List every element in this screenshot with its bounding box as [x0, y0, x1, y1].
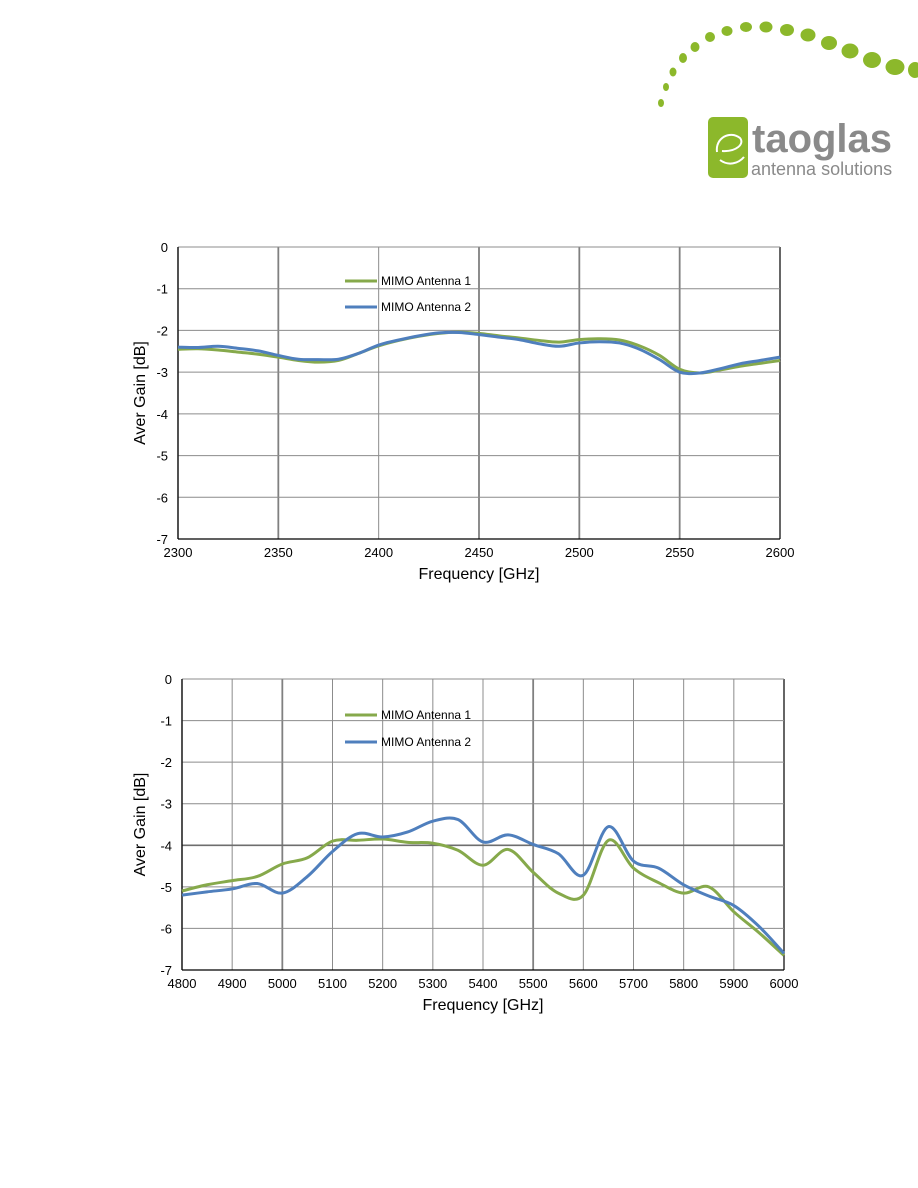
brand-e-icon — [708, 117, 748, 178]
y-tick-label: 0 — [161, 240, 168, 255]
y-tick-label: -3 — [156, 365, 168, 380]
x-tick-label: 4900 — [218, 976, 247, 991]
y-tick-label: -4 — [156, 407, 168, 422]
x-axis-title: Frequency [GHz] — [419, 566, 540, 583]
x-tick-label: 2300 — [164, 545, 193, 560]
x-tick-label: 2350 — [264, 545, 293, 560]
legend-label-antenna-2: MIMO Antenna 2 — [381, 735, 471, 749]
x-tick-label: 5200 — [368, 976, 397, 991]
taoglas-logo: taoglas antenna solutions — [658, 21, 918, 179]
series-line-antenna-2 — [177, 330, 781, 376]
x-tick-label: 5700 — [619, 976, 648, 991]
y-tick-label: -6 — [156, 490, 168, 505]
x-tick-label: 5000 — [268, 976, 297, 991]
y-axis-title: Aver Gain [dB] — [132, 341, 149, 445]
tick-labels: 4800 4900 5000 5100 5200 5300 5400 5500 5600 5700… — [160, 672, 798, 991]
x-tick-label: 2400 — [364, 545, 393, 560]
legend-label-antenna-1: MIMO Antenna 1 — [381, 708, 471, 722]
data-series — [177, 330, 781, 376]
y-tick-label: 0 — [165, 672, 172, 687]
dotted-arc-decoration — [658, 21, 918, 107]
legend-label-antenna-2: MIMO Antenna 2 — [381, 300, 471, 314]
x-tick-label: 5800 — [669, 976, 698, 991]
grid — [181, 678, 785, 971]
y-tick-label: -6 — [160, 921, 172, 936]
x-tick-label: 5300 — [418, 976, 447, 991]
x-tick-label: 5500 — [519, 976, 548, 991]
brand-name: taoglas — [752, 117, 892, 161]
legend: MIMO Antenna 1 MIMO Antenna 2 — [345, 274, 471, 314]
gain-chart-5000: 4800 4900 5000 5100 5200 5300 5400 5500 5600 5700… — [132, 672, 798, 1014]
y-tick-label: -5 — [160, 880, 172, 895]
legend-label-antenna-1: MIMO Antenna 1 — [381, 274, 471, 288]
y-axis-title: Aver Gain [dB] — [132, 773, 149, 877]
y-tick-label: -3 — [160, 797, 172, 812]
x-tick-label: 2450 — [465, 545, 494, 560]
y-tick-label: -7 — [160, 963, 172, 978]
series-line-antenna-2 — [181, 816, 786, 955]
y-tick-label: -7 — [156, 532, 168, 547]
y-tick-label: -4 — [160, 838, 172, 853]
gain-chart-2400: 2300 2350 2400 2450 2500 2550 2600 0 -1 -2 -3 -4 -5 -… — [132, 240, 794, 583]
grid — [177, 246, 781, 540]
x-tick-label: 5600 — [569, 976, 598, 991]
x-tick-label: 5400 — [469, 976, 498, 991]
tick-labels: 2300 2350 2400 2450 2500 2550 2600 0 -1 -2 -3 -4 -5 -… — [156, 240, 794, 560]
brand-tagline: antenna solutions — [751, 159, 892, 179]
x-tick-label: 2600 — [766, 545, 795, 560]
y-tick-label: -5 — [156, 449, 168, 464]
x-tick-label: 5900 — [719, 976, 748, 991]
x-tick-label: 4800 — [168, 976, 197, 991]
y-tick-label: -2 — [156, 323, 168, 338]
x-tick-label: 6000 — [770, 976, 799, 991]
x-tick-label: 2500 — [565, 545, 594, 560]
x-tick-label: 2550 — [665, 545, 694, 560]
y-tick-label: -1 — [160, 714, 172, 729]
legend: MIMO Antenna 1 MIMO Antenna 2 — [345, 708, 471, 749]
y-tick-label: -1 — [156, 282, 168, 297]
series-line-antenna-1 — [181, 837, 786, 957]
data-series — [181, 816, 786, 957]
x-tick-label: 5100 — [318, 976, 347, 991]
x-axis-title: Frequency [GHz] — [423, 997, 544, 1014]
y-tick-label: -2 — [160, 755, 172, 770]
